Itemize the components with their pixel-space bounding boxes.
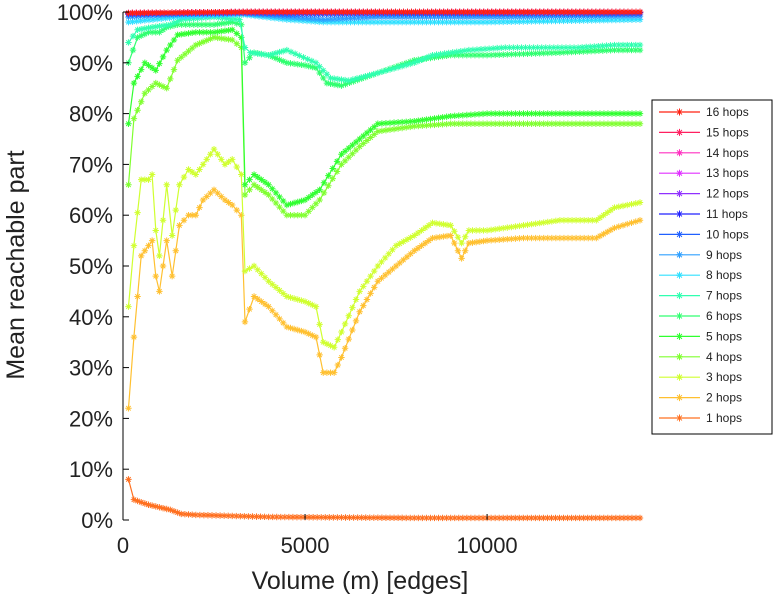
legend-marker [676, 373, 683, 381]
y-tick-label: 90% [69, 51, 113, 76]
legend-item: 11 hops [659, 207, 748, 221]
legend-label: 14 hops [706, 146, 749, 160]
legend-marker [676, 414, 683, 422]
legend-label: 7 hops [706, 289, 742, 303]
y-tick-label: 0% [81, 508, 113, 533]
y-tick-label: 80% [69, 102, 113, 127]
y-tick-label: 30% [69, 356, 113, 381]
ticks: 0% 10% 20% 30% 40% 50% 60% 70% 80% 90% 100% 0 5000 10… [57, 0, 518, 558]
series-line [127, 36, 640, 216]
legend-item: 3 hops [659, 370, 742, 384]
legend-item: 15 hops [659, 125, 749, 139]
y-tick-label: 70% [69, 152, 113, 177]
legend-item: 14 hops [659, 146, 749, 160]
series-4-hops [125, 34, 644, 219]
x-tick-label: 10000 [456, 533, 517, 558]
legend-marker [676, 190, 683, 198]
y-tick-label: 40% [69, 305, 113, 330]
legend-label: 11 hops [706, 207, 748, 221]
legend-label: 1 hops [706, 411, 742, 425]
x-tick-label: 5000 [281, 533, 330, 558]
legend-marker [676, 271, 683, 279]
legend-item: 7 hops [659, 289, 742, 303]
series-markers [125, 186, 644, 412]
legend-item: 13 hops [659, 166, 749, 180]
y-axis-title: Mean reachable part [2, 150, 30, 379]
legend-marker [676, 169, 683, 177]
legend: 16 hops 15 hops 14 hops 13 hops 12 hops 11 ho… [651, 99, 773, 435]
legend-item: 9 hops [659, 248, 742, 262]
y-tick-label: 60% [69, 203, 113, 228]
series-line [127, 148, 641, 349]
series-line [127, 29, 640, 206]
legend-label: 2 hops [706, 391, 742, 405]
legend-label: 5 hops [706, 329, 742, 343]
legend-item: 1 hops [659, 411, 742, 425]
series-line [127, 188, 641, 409]
legend-marker [676, 128, 683, 136]
legend-marker [676, 292, 683, 300]
legend-marker [676, 230, 683, 238]
series-markers [125, 34, 644, 219]
series-line [127, 479, 640, 519]
legend-item: 16 hops [659, 105, 749, 119]
legend-marker [676, 394, 683, 402]
y-tick-label: 10% [69, 457, 113, 482]
legend-marker [676, 353, 683, 361]
y-tick-label: 100% [57, 0, 113, 25]
legend-item: 2 hops [659, 391, 742, 405]
x-axis-title: Volume (m) [edges] [252, 567, 469, 595]
legend-item: 5 hops [659, 329, 742, 343]
legend-box [651, 99, 773, 435]
legend-marker [676, 312, 683, 320]
legend-item: 6 hops [659, 309, 742, 323]
legend-label: 12 hops [706, 187, 749, 201]
series-2-hops [125, 186, 644, 412]
series-markers [125, 26, 644, 209]
legend-label: 4 hops [706, 350, 742, 364]
legend-label: 6 hops [706, 309, 742, 323]
legend-label: 16 hops [706, 105, 749, 119]
legend-marker [676, 108, 683, 116]
series-markers [125, 145, 644, 351]
legend-item: 4 hops [659, 350, 742, 364]
legend-label: 15 hops [706, 125, 749, 139]
legend-label: 10 hops [706, 227, 749, 241]
legend-label: 9 hops [706, 248, 742, 262]
series-3-hops [125, 145, 644, 351]
series-layer [125, 8, 644, 522]
legend-marker [676, 149, 683, 157]
series-16-hops [125, 8, 644, 17]
y-tick-label: 50% [69, 254, 113, 279]
legend-marker [676, 210, 683, 218]
legend-item: 12 hops [659, 187, 749, 201]
legend-label: 13 hops [706, 166, 749, 180]
legend-label: 3 hops [706, 370, 742, 384]
series-markers [125, 476, 644, 522]
legend-marker [676, 251, 683, 259]
legend-label: 8 hops [706, 268, 742, 282]
legend-marker [676, 332, 683, 340]
x-tick-label: 0 [117, 533, 129, 558]
legend-item: 8 hops [659, 268, 742, 282]
series-markers [125, 8, 644, 17]
series-5-hops [125, 26, 644, 209]
y-tick-label: 20% [69, 406, 113, 431]
series-1-hops [125, 476, 644, 522]
legend-item: 10 hops [659, 227, 749, 241]
